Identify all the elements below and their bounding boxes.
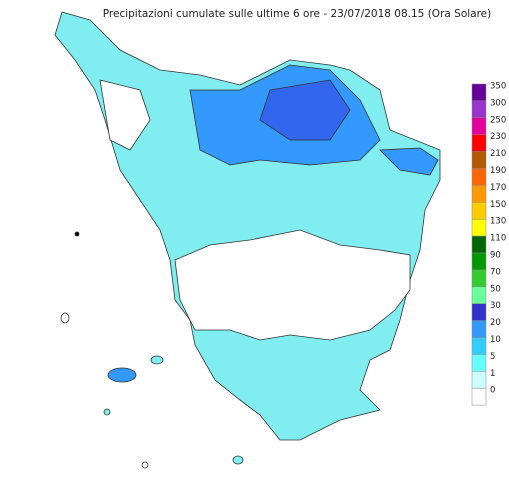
legend-swatch [471, 371, 487, 389]
island [103, 408, 111, 416]
legend: 3503002502302101901701501301109070503020… [471, 82, 506, 406]
legend-label: 110 [490, 234, 506, 244]
legend-label: 10 [490, 335, 501, 345]
legend-swatch [471, 134, 487, 152]
legend-label: 20 [490, 318, 501, 328]
legend-label: 210 [490, 149, 506, 159]
legend-swatch [471, 117, 487, 135]
legend-swatch [471, 168, 487, 186]
legend-label: 0 [490, 386, 495, 396]
legend-swatch [471, 100, 487, 119]
legend-label: 350 [490, 82, 506, 92]
island [107, 367, 137, 383]
legend-label: 1 [490, 369, 495, 379]
legend-swatch [471, 286, 487, 304]
legend-label: 90 [490, 251, 501, 261]
legend-swatch [471, 387, 487, 406]
legend-swatch [471, 354, 487, 372]
zone-medium [379, 147, 439, 176]
zone-none [174, 229, 411, 341]
legend-swatch [471, 337, 487, 355]
legend-swatch [471, 218, 487, 237]
legend-swatch [471, 252, 487, 271]
island [60, 312, 70, 324]
legend-label: 70 [490, 267, 501, 277]
legend-label: 190 [490, 166, 506, 176]
legend-swatch [471, 151, 487, 169]
legend-swatch [471, 202, 487, 220]
legend-swatch [471, 185, 487, 203]
island [141, 461, 149, 469]
legend-label: 250 [490, 115, 506, 125]
map-title: Precipitazioni cumulate sulle ultime 6 o… [103, 8, 492, 20]
legend-label: 30 [490, 301, 501, 311]
legend-label: 5 [490, 352, 495, 362]
region-map [54, 11, 441, 469]
island [150, 355, 164, 365]
legend-label: 50 [490, 284, 501, 294]
zone-high [259, 79, 351, 141]
legend-swatch [471, 83, 487, 102]
legend-swatch [471, 303, 487, 321]
legend-label: 130 [490, 217, 506, 227]
legend-label: 230 [490, 132, 506, 142]
island [232, 455, 244, 465]
legend-label: 300 [490, 98, 506, 108]
zone-none [99, 79, 151, 151]
island [74, 231, 80, 237]
legend-swatch [471, 269, 487, 288]
legend-label: 150 [490, 200, 506, 210]
legend-label: 170 [490, 183, 506, 193]
legend-swatch [471, 320, 487, 338]
legend-swatch [471, 235, 487, 254]
